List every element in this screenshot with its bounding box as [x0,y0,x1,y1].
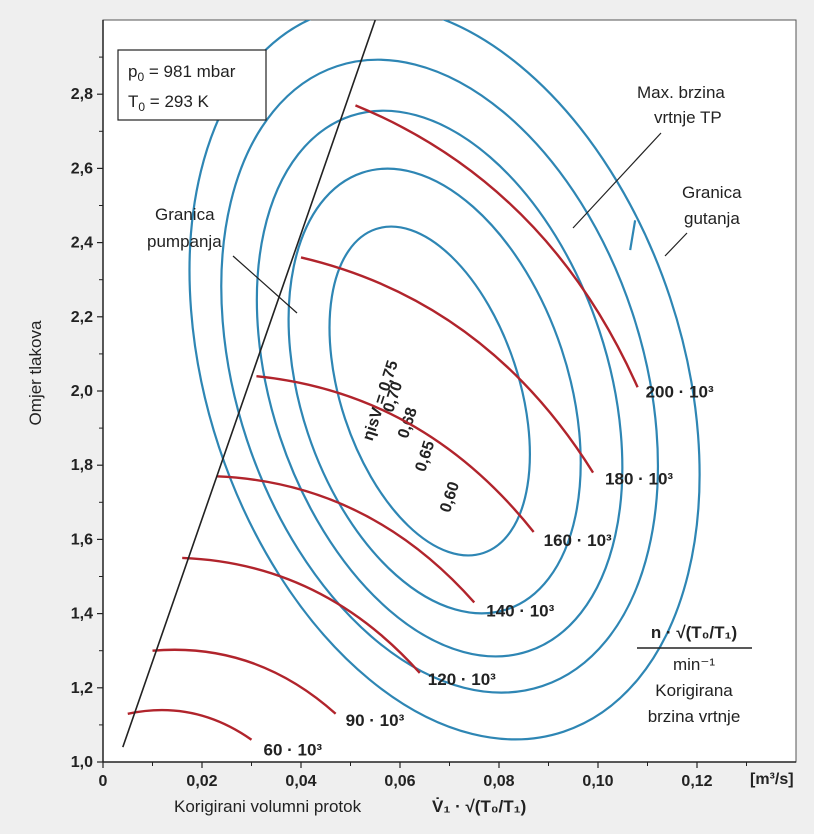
speed-legend-formula: n · √(T₀/T₁) [651,623,737,642]
y-tick-label: 1,8 [71,457,93,474]
speed-line [182,556,421,674]
speed-legend-caption-2: brzina vrtnje [648,707,741,726]
speed-line [152,648,337,715]
speed-line-label: 140 · 10³ [486,601,554,620]
speed-line [216,475,476,604]
speed-line [300,256,595,474]
x-tick-label: 0,10 [582,773,613,790]
speed-legend: n · √(T₀/T₁) min⁻¹ Korigirana brzina vrt… [637,623,752,726]
x-tick-label: 0,06 [384,773,415,790]
max-speed-pointer [572,132,662,229]
x-axis-formula: V̇₁ · √(T₀/T₁) [432,797,526,816]
speed-legend-unit: min⁻¹ [673,655,715,674]
max-speed-label-2: vrtnje TP [654,108,722,127]
x-tick-label: 0,04 [285,773,316,790]
plot-area [102,19,797,763]
speed-line-label: 200 · 10³ [646,382,714,401]
y-tick-label: 2,8 [71,86,93,103]
surge-label-2: pumpanja [147,232,222,251]
y-tick-label: 2,4 [71,235,93,252]
axis-group: 0 0,02 0,04 0,06 0,08 0,10 0,12 1,0 1,2 1,4 1,6 1,8… [71,20,796,790]
choke-label-2: gutanja [684,209,740,228]
surge-pointer [232,255,298,314]
speed-line [354,104,639,388]
speed-legend-caption-1: Korigirana [655,681,733,700]
x-tick-label: 0,12 [681,773,712,790]
choke-label-1: Granica [682,183,742,202]
surge-line [122,20,377,748]
y-tick-label: 1,0 [71,754,93,771]
speed-line-label: 160 · 10³ [544,531,612,550]
y-tick-label: 2,6 [71,160,93,177]
speed-line [127,708,253,741]
condition-p0: p0 = 981 mbar [128,62,236,84]
y-tick-label: 1,2 [71,680,93,697]
y-tick-label: 1,6 [71,531,93,548]
x-tick-label: 0 [99,773,108,790]
conditions-box: p0 = 981 mbar T0 = 293 K [117,49,267,121]
choke-pointer [664,232,688,257]
condition-t0: T0 = 293 K [128,92,210,114]
boundary-line-group [122,20,637,748]
y-axis-title: Omjer tlakova [26,320,45,425]
efficiency-contour [287,167,582,615]
speed-line [256,374,535,533]
efficiency-contour [328,225,531,557]
y-tick-label: 2,0 [71,383,93,400]
speed-line-label: 90 · 10³ [346,711,405,730]
speed-line-group [127,104,639,741]
efficiency-contour [188,20,701,741]
speed-line-label: 60 · 10³ [264,741,323,760]
efficiency-contour [255,109,624,658]
x-axis-unit: [m³/s] [750,771,794,788]
speed-line-label: 180 · 10³ [605,470,673,489]
x-tick-label: 0,02 [186,773,217,790]
speed-line-label: 120 · 10³ [428,670,496,689]
y-tick-label: 2,2 [71,309,93,326]
efficiency-contour [220,58,660,694]
max-speed-label-1: Max. brzina [637,83,725,102]
x-tick-label: 0,08 [483,773,514,790]
x-axis-title: Korigirani volumni protok [174,797,362,816]
choke-line [629,220,637,251]
y-tick-label: 1,4 [71,606,93,623]
surge-label-1: Granica [155,205,215,224]
